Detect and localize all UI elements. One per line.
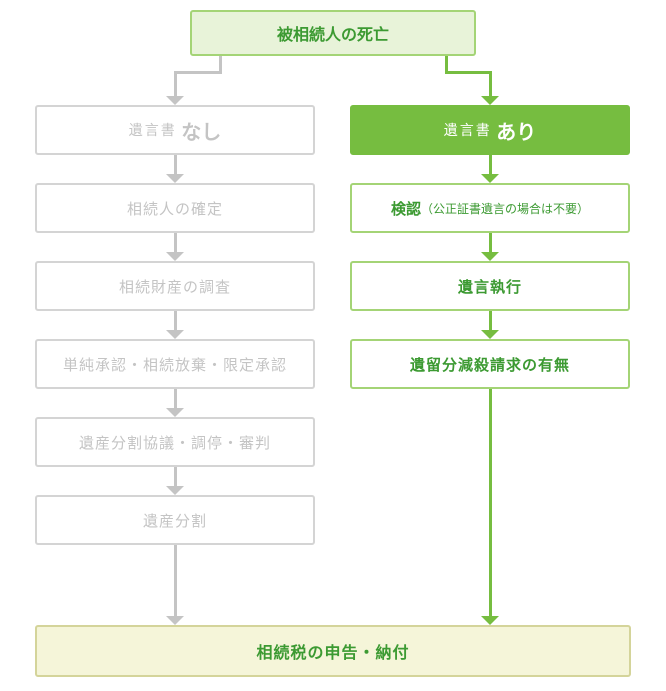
right-step-2: 遺留分減殺請求の有無 [350,339,630,389]
left-step-2: 単純承認・相続放棄・限定承認 [35,339,315,389]
right-step-0-main: 検認 [391,198,421,219]
footer-box: 相続税の申告・納付 [35,625,631,677]
left-header-box: 遺言書 なし [35,105,315,155]
footer-text: 相続税の申告・納付 [256,639,409,663]
right-step-0: 検認（公正証書遺言の場合は不要） [350,183,630,233]
left-step-0-text: 相続人の確定 [127,198,223,219]
right-header-box: 遺言書 あり [350,105,630,155]
left-step-1: 相続財産の調査 [35,261,315,311]
left-header-emphasis: なし [181,116,221,145]
title-text: 被相続人の死亡 [277,21,389,45]
right-header-prefix: 遺言書 [444,120,492,140]
right-step-1-main: 遺言執行 [458,276,522,297]
title-box: 被相続人の死亡 [190,10,476,56]
right-step-1: 遺言執行 [350,261,630,311]
left-step-0: 相続人の確定 [35,183,315,233]
left-step-3-text: 遺産分割協議・調停・審判 [79,432,271,453]
left-step-3: 遺産分割協議・調停・審判 [35,417,315,467]
left-step-4-text: 遺産分割 [143,510,207,531]
right-step-2-main: 遺留分減殺請求の有無 [410,354,570,375]
left-header-prefix: 遺言書 [129,120,177,140]
left-step-1-text: 相続財産の調査 [119,276,231,297]
right-step-0-note: （公正証書遺言の場合は不要） [421,200,589,217]
left-step-4: 遺産分割 [35,495,315,545]
right-header-emphasis: あり [496,116,536,145]
left-step-2-text: 単純承認・相続放棄・限定承認 [63,354,287,375]
